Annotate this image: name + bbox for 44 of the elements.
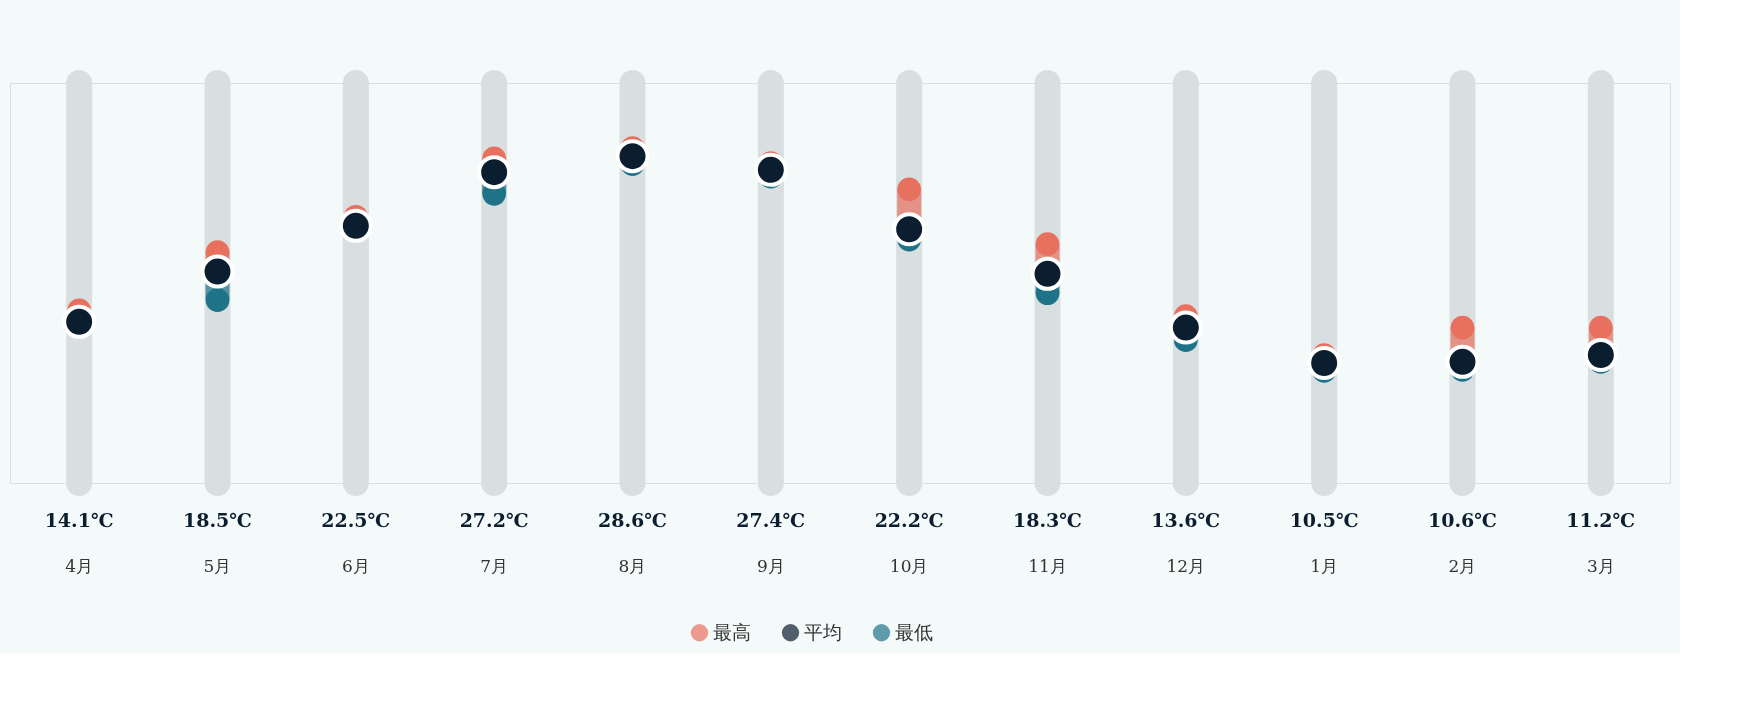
point <box>1030 256 1065 291</box>
point <box>1583 338 1618 372</box>
data-label: 18.3℃ <box>1012 509 1083 531</box>
point <box>897 177 921 202</box>
legend-label: 最高 <box>713 620 751 643</box>
data-label: 28.6℃ <box>597 509 668 531</box>
x-tick-label: 5月 <box>203 555 232 576</box>
data-label: 10.6℃ <box>1427 509 1498 531</box>
point <box>892 212 927 247</box>
data-label: 10.5℃ <box>1289 509 1359 531</box>
x-tick-label: 8月 <box>618 555 647 576</box>
point <box>753 152 788 187</box>
x-tick-label: 11月 <box>1028 555 1067 576</box>
x-tick-label: 6月 <box>341 555 370 576</box>
data-label: 22.5℃ <box>321 509 391 531</box>
x-tick-label: 12月 <box>1166 555 1206 576</box>
point <box>1035 232 1060 256</box>
point <box>615 139 650 174</box>
point <box>1168 310 1203 345</box>
x-tick-label: 10月 <box>889 555 929 576</box>
data-label: 11.2℃ <box>1566 509 1636 531</box>
point <box>477 155 512 190</box>
data-label: 18.5℃ <box>182 509 253 531</box>
data-label: 13.6℃ <box>1151 509 1221 531</box>
x-tick-label: 9月 <box>756 555 785 576</box>
x-tick-label: 2月 <box>1448 555 1477 576</box>
x-tick-label: 1月 <box>1310 555 1339 576</box>
x-tick-label: 7月 <box>480 555 509 576</box>
data-label: 14.1℃ <box>44 509 114 531</box>
data-label: 22.2℃ <box>874 509 944 531</box>
point <box>1307 346 1342 380</box>
legend-label: 平均 <box>804 620 842 643</box>
x-tick-label: 3月 <box>1586 555 1615 576</box>
point <box>1589 315 1613 340</box>
point <box>1445 344 1480 379</box>
point <box>338 208 373 243</box>
data-label: 27.2℃ <box>459 509 529 531</box>
x-tick-label: 4月 <box>65 555 94 576</box>
point <box>62 304 97 339</box>
point <box>205 288 230 312</box>
legend-label: 最低 <box>895 620 933 643</box>
data-label: 27.4℃ <box>736 509 806 531</box>
point <box>1450 315 1475 340</box>
point <box>200 254 235 289</box>
